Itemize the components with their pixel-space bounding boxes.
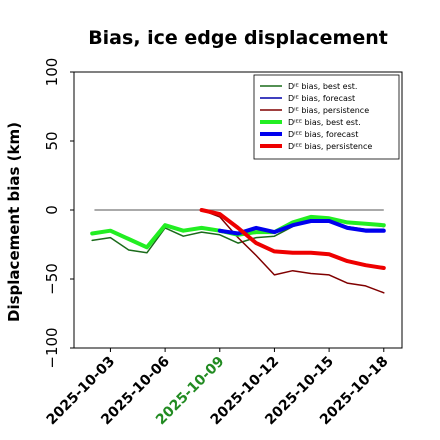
legend-entry-label: Dᴵᴱ bias, persistence	[288, 106, 369, 115]
y-tick-label: 0	[43, 205, 61, 215]
legend-entry-label: Dᴵᴱ bias, forecast	[288, 94, 355, 103]
y-axis-label: Displacement bias (km)	[5, 122, 23, 322]
legend: Dᴵᴱ bias, best est. Dᴵᴱ bias, forecast Dᴵᴱ…	[253, 74, 400, 160]
y-tick-label: 100	[43, 58, 61, 87]
series-line-4	[217, 219, 386, 236]
legend-entry-label: Dᴵᴱ bias, best est.	[288, 82, 357, 91]
series-line-5	[199, 208, 386, 270]
series-layer	[90, 208, 386, 294]
y-tick-label: −100	[43, 327, 61, 368]
y-axis: −100 −50 0 50 100	[43, 58, 74, 369]
legend-entry-label: Dᴵᴱᴱ bias, forecast	[288, 130, 358, 139]
legend-entry-label: Dᴵᴱᴱ bias, best est.	[288, 118, 361, 127]
y-tick-label: 50	[43, 131, 61, 150]
y-tick-label: −50	[43, 263, 61, 295]
legend-entry-label: Dᴵᴱᴱ bias, persistence	[288, 142, 372, 151]
chart-title: Bias, ice edge displacement	[88, 27, 388, 49]
x-axis: 2025-10-032025-10-062025-10-092025-10-12…	[44, 348, 392, 428]
